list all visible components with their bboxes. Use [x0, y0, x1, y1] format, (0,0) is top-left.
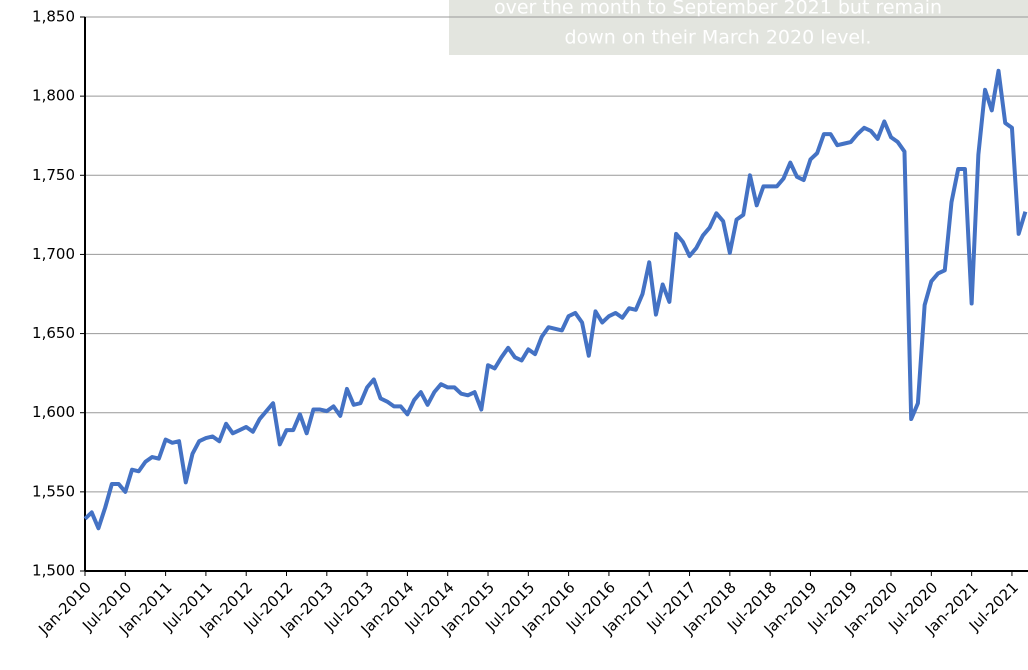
y-tick-label: 1,600 [32, 403, 75, 421]
annotation: over the month to September 2021 but rem… [494, 0, 942, 19]
y-tick-label: 1,650 [32, 324, 75, 342]
y-tick-label: 1,800 [32, 87, 75, 105]
y-tick-label: 1,750 [32, 166, 75, 184]
y-tick-label: 1,550 [32, 482, 75, 500]
annotation-box [449, 0, 1028, 55]
line [83, 68, 1028, 531]
annotation: down on their March 2020 level. [565, 27, 872, 49]
y-tick-label: 1,500 [32, 562, 75, 580]
y-tick-label: 1,700 [32, 245, 75, 263]
y-tick-label: 1,850 [32, 8, 75, 26]
